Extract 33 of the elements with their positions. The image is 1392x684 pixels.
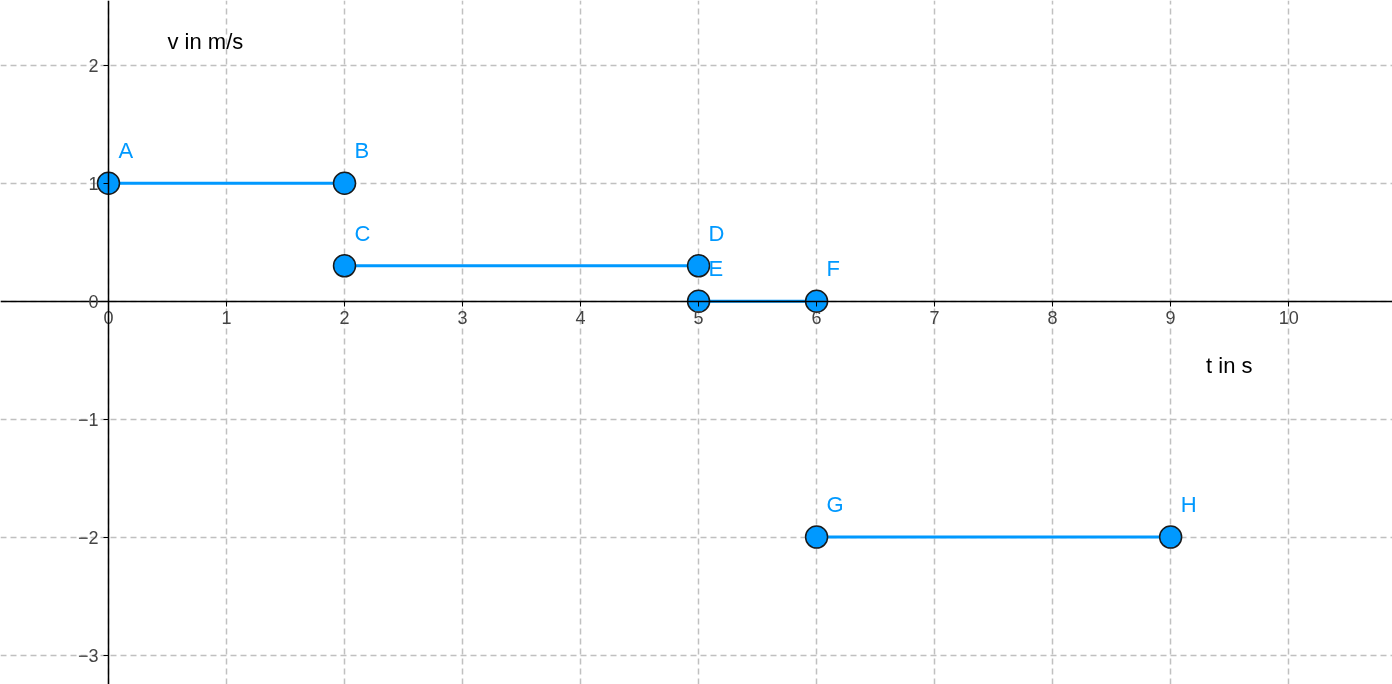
x-tick-label: 8 <box>1047 308 1058 329</box>
x-tick-label: 5 <box>693 308 704 329</box>
x-tick-label: 9 <box>1165 308 1176 329</box>
point <box>332 171 357 196</box>
y-tick-label: −3 <box>77 645 99 666</box>
x-tick-label: 10 <box>1278 308 1299 329</box>
y-tick-label: −2 <box>77 527 99 548</box>
x-tick-label: 4 <box>575 308 586 329</box>
annotation: F <box>826 256 841 282</box>
y-axis-title: v in m/s <box>167 28 244 54</box>
point <box>686 289 711 313</box>
y-tick-label: 1 <box>88 173 99 194</box>
annotation: G <box>826 492 844 518</box>
point <box>686 254 711 278</box>
annotation: H <box>1180 492 1197 518</box>
x-axis-title: t in s <box>1206 352 1253 378</box>
annotation: D <box>708 220 725 246</box>
y-tick-label: −1 <box>77 409 99 430</box>
point <box>804 525 829 549</box>
point <box>96 171 121 196</box>
x-tick-label: 3 <box>457 308 468 329</box>
point <box>1158 525 1183 549</box>
x-tick-label: 2 <box>339 308 350 329</box>
point <box>332 254 357 278</box>
annotation: B <box>354 138 370 164</box>
annotation: A <box>118 138 134 164</box>
x-tick-label: 7 <box>929 308 940 329</box>
x-tick-label: 1 <box>221 308 232 329</box>
y-tick-label: 2 <box>88 55 99 76</box>
x-tick-label: 6 <box>811 308 822 329</box>
annotation: C <box>354 220 371 246</box>
annotation: E <box>708 256 724 282</box>
point <box>804 289 829 313</box>
